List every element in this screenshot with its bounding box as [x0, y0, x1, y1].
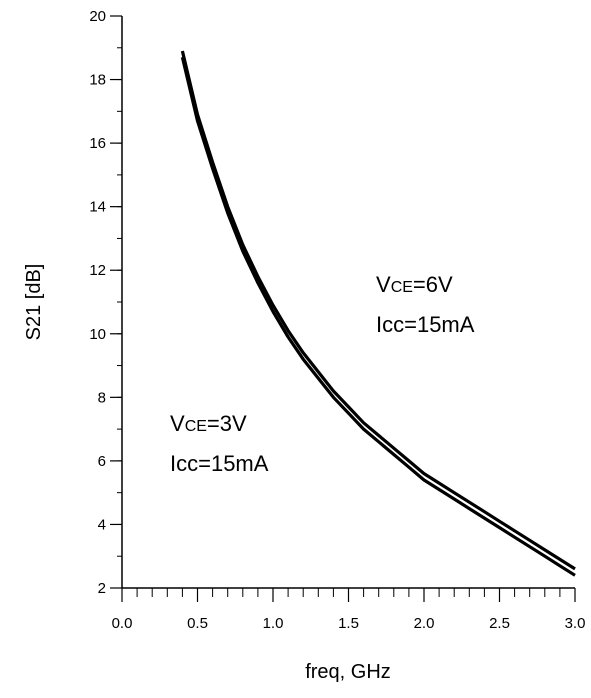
- series-group: [180, 50, 576, 577]
- annotation-3v-line2: Icc=15mA: [170, 451, 269, 476]
- annotation-6v-line1: VCE=6V: [376, 272, 453, 297]
- y-tick-label: 10: [89, 326, 106, 343]
- y-axis-title: S21 [dB]: [23, 264, 45, 341]
- y-tick-label: 4: [98, 516, 106, 533]
- annotation-3v-background: [160, 403, 310, 483]
- annotation-3v-line1: VCE=3V: [170, 411, 247, 436]
- y-tick-label: 18: [89, 72, 106, 89]
- tick-labels: 0.0 0.5 1.0 1.5 2.0 2.5 3.0 2 4 6 8 10 12 14 16 18 20: [89, 8, 585, 632]
- y-tick-label: 16: [89, 135, 106, 152]
- y-tick-label: 14: [89, 199, 106, 216]
- x-axis-title: freq, GHz: [305, 661, 391, 683]
- annotation-6v-line2: Icc=15mA: [376, 312, 475, 337]
- x-tick-label: 3.0: [565, 615, 586, 632]
- x-tick-label: 1.5: [338, 615, 359, 632]
- x-tick-label: 1.0: [263, 615, 284, 632]
- x-tick-label: 0.5: [187, 615, 208, 632]
- major-ticks: [110, 15, 576, 602]
- y-tick-label: 12: [89, 262, 106, 279]
- y-tick-label: 2: [98, 580, 106, 597]
- x-tick-label: 2.5: [489, 615, 510, 632]
- series-line-1: [180, 50, 576, 571]
- series-line-2: [180, 56, 576, 577]
- annotation-6v-background: [362, 264, 514, 342]
- x-tick-label: 0.0: [112, 615, 133, 632]
- x-tick-label: 2.0: [414, 615, 435, 632]
- y-tick-label: 20: [89, 8, 106, 25]
- y-tick-label: 6: [98, 453, 106, 470]
- y-tick-label: 8: [98, 389, 106, 406]
